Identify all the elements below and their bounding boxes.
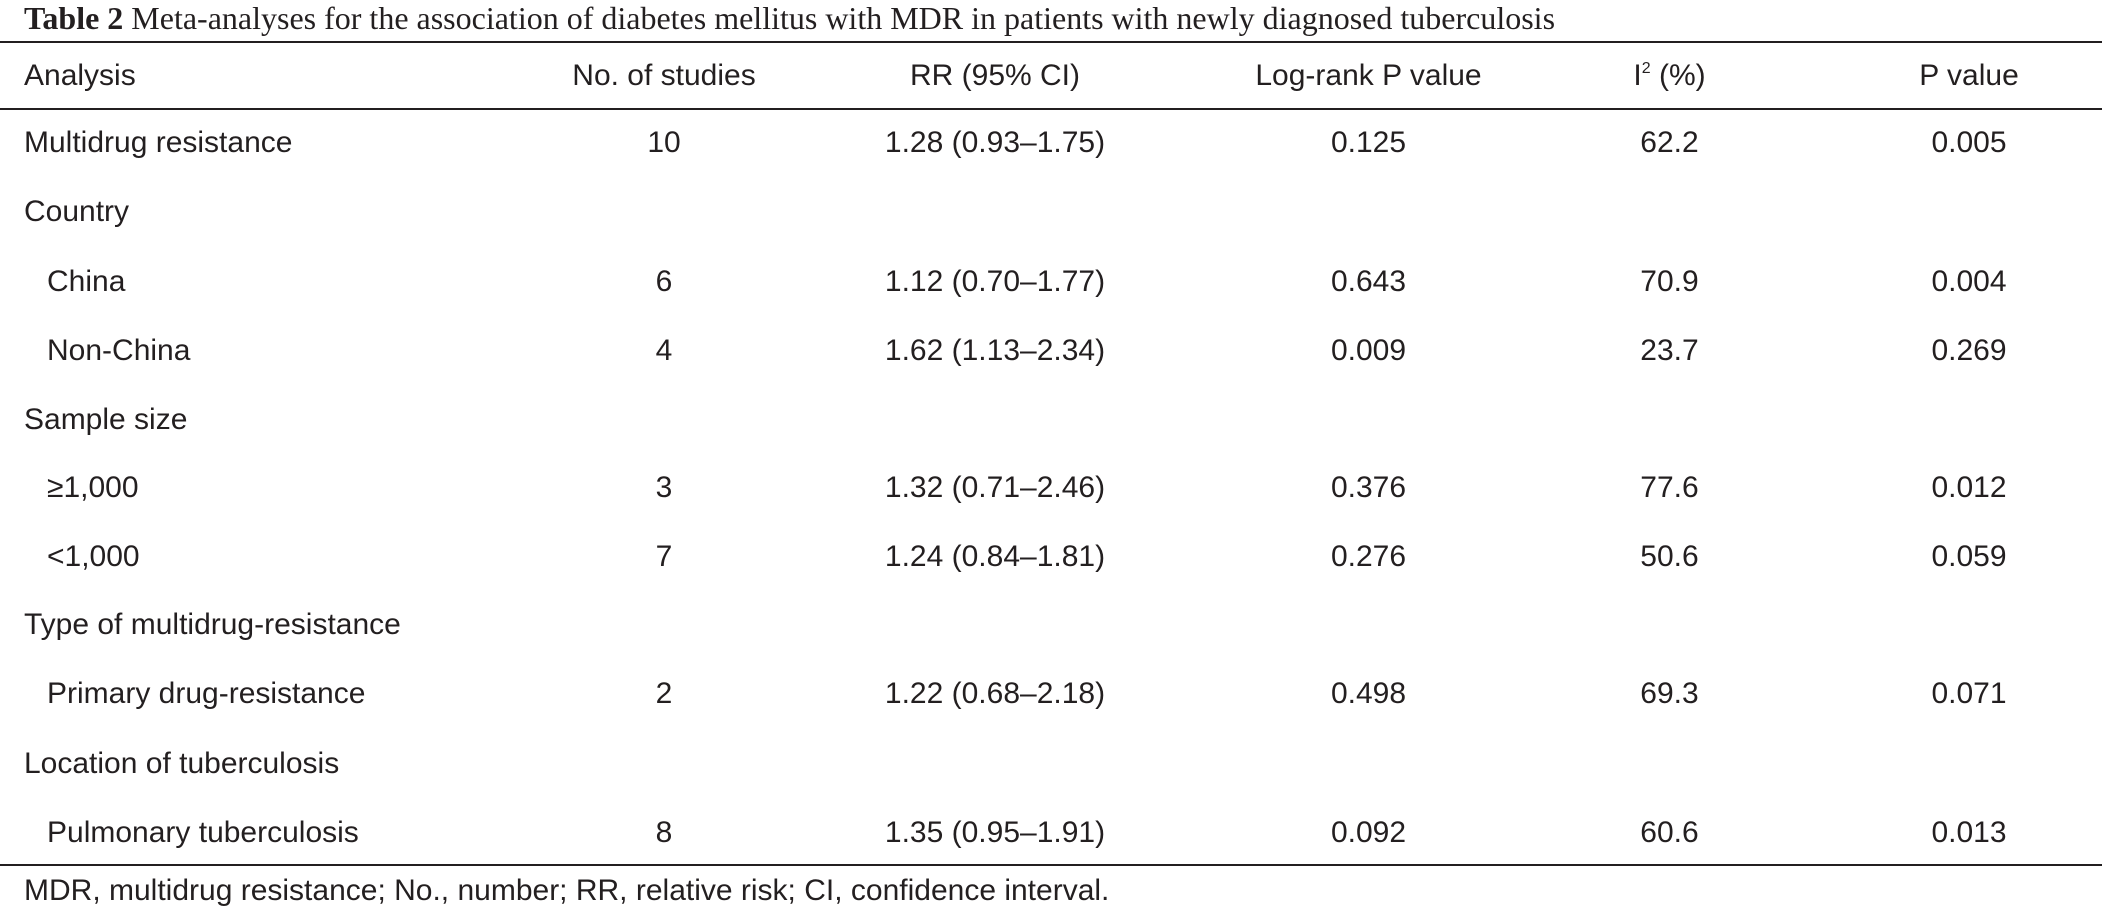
cell-i2 [1533,385,1798,454]
cell-analysis: Non-China [47,333,191,367]
cell-rr: 1.28 (0.93–1.75) [884,126,1106,159]
cell-i2: 70.9 [1640,264,1699,298]
cell-i2 [1533,177,1798,247]
cell-i2: 60.6 [1640,815,1699,849]
cell-p-value [1798,177,2102,247]
cell-studies [520,385,796,454]
cell-logrank: 0.092 [1330,815,1407,849]
cell-analysis: Sample size [24,402,188,436]
table-header-rule [0,108,2102,110]
group-header-row: Country [0,177,2102,247]
cell-studies: 10 [647,126,681,159]
cell-i2 [1533,729,1798,798]
table-bottom-rule [0,864,2102,866]
cell-studies: 7 [655,539,673,573]
header-analysis: Analysis [24,58,136,92]
cell-p-value: 0.004 [1931,264,2007,298]
cell-rr: 1.24 (0.84–1.81) [884,539,1106,573]
cell-rr: 1.62 (1.13–2.34) [884,333,1106,367]
group-header-row: Location of tuberculosis [0,729,2102,798]
cell-rr [796,385,1174,454]
header-logrank: Log-rank P value [1255,58,1482,92]
cell-analysis: Location of tuberculosis [24,746,340,780]
cell-studies [520,591,796,659]
cell-studies [520,729,796,798]
cell-p-value: 0.059 [1931,539,2007,573]
table-caption: Table 2 Meta-analyses for the associatio… [24,0,1555,36]
cell-logrank: 0.276 [1330,539,1407,573]
cell-rr: 1.22 (0.68–2.18) [884,677,1106,710]
table-row: <1,000 7 1.24 (0.84–1.81) 0.276 50.6 0.059 [0,522,2102,591]
cell-logrank [1174,385,1533,454]
table-caption-text: Meta-analyses for the association of dia… [131,0,1556,36]
table-header-row: Analysis No. of studies RR (95% CI) Log-… [0,42,2102,109]
table-caption-label: Table 2 [24,0,124,36]
header-i2-main: I [1633,58,1642,92]
header-rr: RR (95% CI) [909,58,1081,92]
table-row: Non-China 4 1.62 (1.13–2.34) 0.009 23.7 0.269 [0,316,2102,385]
cell-studies: 6 [655,264,673,298]
cell-logrank: 0.125 [1330,126,1407,159]
cell-rr: 1.32 (0.71–2.46) [884,471,1106,504]
table-body: Multidrug resistance 10 1.28 (0.93–1.75) 0.… [0,109,2102,867]
cell-logrank: 0.009 [1330,333,1407,367]
cell-rr [796,591,1174,659]
cell-analysis: <1,000 [47,539,140,573]
group-header-row: Type of multidrug-resistance [0,591,2102,659]
cell-logrank [1174,591,1533,659]
cell-analysis: Country [24,195,130,228]
cell-i2: 62.2 [1640,126,1699,159]
cell-i2: 69.3 [1640,677,1699,710]
cell-analysis: ≥1,000 [47,471,139,504]
table-row: China 6 1.12 (0.70–1.77) 0.643 70.9 0.004 [0,247,2102,316]
cell-studies [520,177,796,247]
cell-i2 [1533,591,1798,659]
cell-logrank: 0.643 [1330,264,1407,298]
header-i2: I2 (%) [1533,42,1798,109]
cell-rr: 1.35 (0.95–1.91) [884,815,1106,849]
table-row: Pulmonary tuberculosis 8 1.35 (0.95–1.91) 0… [0,798,2102,867]
cell-i2: 77.6 [1640,471,1699,504]
cell-analysis: Type of multidrug-resistance [24,608,401,641]
table-footnote: MDR, multidrug resistance; No., number; … [24,874,1110,907]
cell-i2: 23.7 [1640,333,1699,367]
table-row: Primary drug-resistance 2 1.22 (0.68–2.18)… [0,659,2102,729]
table-row: Multidrug resistance 10 1.28 (0.93–1.75) 0.… [0,109,2102,177]
cell-rr [796,729,1174,798]
cell-studies: 3 [655,471,673,504]
cell-studies: 2 [655,677,673,710]
cell-analysis: Pulmonary tuberculosis [47,815,359,849]
cell-analysis: Primary drug-resistance [47,677,366,710]
group-header-row: Sample size [0,385,2102,454]
cell-p-value [1798,591,2102,659]
cell-rr: 1.12 (0.70–1.77) [884,264,1106,298]
cell-logrank: 0.498 [1330,677,1407,710]
cell-logrank: 0.376 [1330,471,1407,504]
header-i2-unit: (%) [1650,58,1706,92]
cell-p-value: 0.012 [1931,471,2007,504]
cell-logrank [1174,729,1533,798]
cell-p-value [1798,729,2102,798]
header-studies: No. of studies [572,58,756,92]
cell-logrank [1174,177,1533,247]
cell-analysis: Multidrug resistance [24,126,293,159]
cell-p-value [1798,385,2102,454]
cell-p-value: 0.013 [1931,815,2007,849]
header-p-value: P value [1919,58,2019,92]
table-row: ≥1,000 3 1.32 (0.71–2.46) 0.376 77.6 0.012 [0,454,2102,522]
cell-p-value: 0.269 [1931,333,2007,367]
cell-p-value: 0.071 [1931,677,2007,710]
cell-analysis: China [47,264,126,298]
table-top-rule [0,41,2102,43]
cell-studies: 4 [655,333,673,367]
header-i2-superscript: 2 [1641,59,1651,77]
cell-studies: 8 [655,815,673,849]
cell-rr [796,177,1174,247]
cell-p-value: 0.005 [1931,126,2007,159]
cell-i2: 50.6 [1640,539,1699,573]
meta-analysis-table: Analysis No. of studies RR (95% CI) Log-… [0,42,2102,867]
